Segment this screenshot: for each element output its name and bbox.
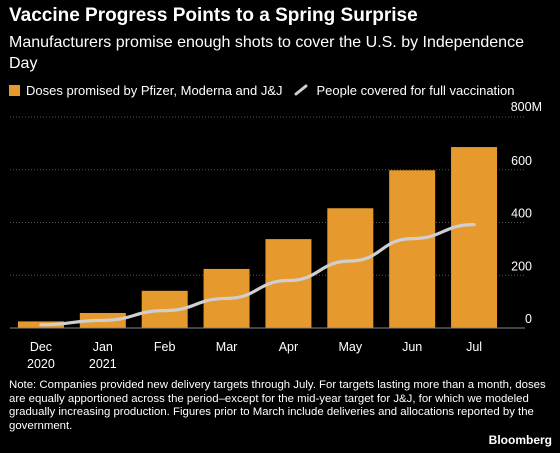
- x-tick-label: 2021: [89, 357, 117, 371]
- y-tick-label: 600: [511, 154, 532, 168]
- bar: [389, 170, 436, 328]
- legend: Doses promised by Pfizer, Moderna and J&…: [9, 81, 515, 99]
- y-tick-label: 400: [511, 207, 532, 221]
- footnote: Note: Companies provided new delivery ta…: [9, 379, 546, 432]
- x-tick-label: May: [339, 340, 363, 354]
- legend-line-label: People covered for full vaccination: [316, 82, 515, 98]
- bar: [451, 147, 498, 328]
- y-tick-label: 200: [511, 259, 532, 273]
- bloomberg-logo: Bloomberg: [488, 433, 552, 447]
- legend-bar-swatch: [9, 84, 20, 96]
- x-tick-label: Jun: [402, 340, 422, 354]
- x-tick-label: 2020: [27, 357, 55, 371]
- x-tick-label: Dec: [30, 340, 52, 354]
- chart-subtitle: Manufacturers promise enough shots to co…: [9, 34, 524, 72]
- legend-line-swatch: [294, 84, 308, 96]
- y-tick-label: 0: [525, 312, 532, 326]
- series-line: [39, 223, 476, 327]
- x-tick-label: Feb: [154, 340, 176, 354]
- legend-bars-label: Doses promised by Pfizer, Moderna and J&…: [26, 82, 283, 98]
- chart-title: Vaccine Progress Points to a Spring Surp…: [9, 5, 418, 26]
- x-tick-label: Apr: [279, 340, 298, 354]
- x-tick-label: Jul: [466, 340, 482, 354]
- x-tick-label: Mar: [216, 340, 238, 354]
- y-tick-label: 800M: [511, 100, 542, 114]
- bar: [327, 208, 374, 328]
- x-tick-label: Jan: [93, 340, 113, 354]
